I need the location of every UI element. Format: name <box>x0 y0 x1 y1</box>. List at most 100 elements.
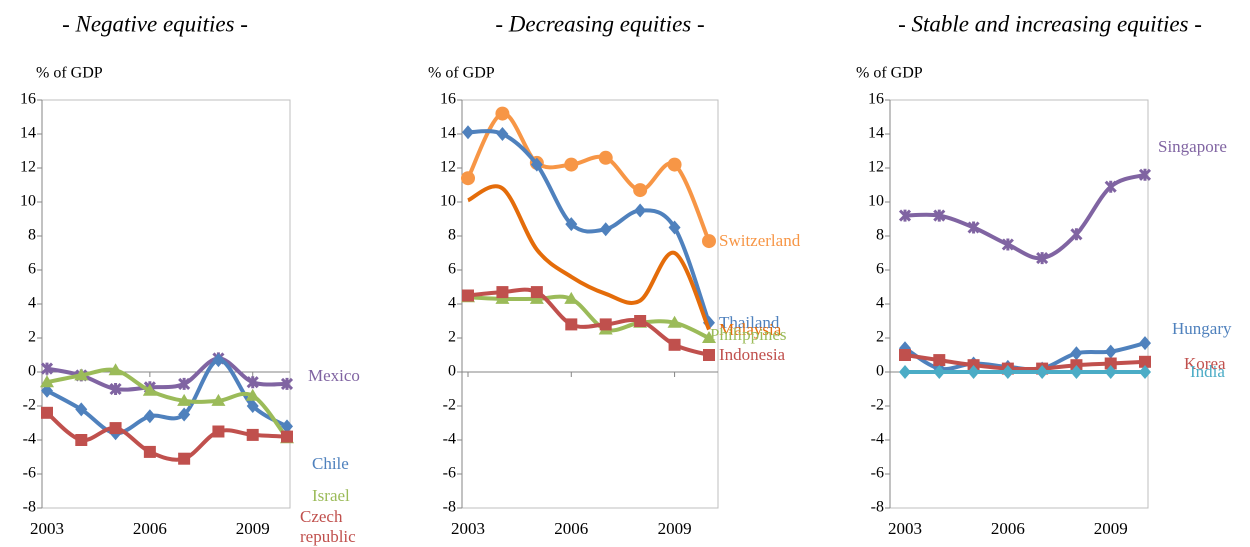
y-axis-label: % of GDP <box>36 65 103 82</box>
series-label: India <box>1190 362 1225 381</box>
y-tick-label: 6 <box>28 261 36 278</box>
marker <box>75 402 88 417</box>
y-tick-label: 0 <box>28 363 36 380</box>
marker <box>1036 365 1049 379</box>
marker <box>933 209 946 222</box>
y-tick-label: 14 <box>440 125 456 142</box>
marker <box>281 430 293 443</box>
marker <box>281 419 293 434</box>
y-tick-label: 8 <box>876 227 884 244</box>
series-label: Indonesia <box>719 345 786 364</box>
y-tick-label: -6 <box>23 465 36 482</box>
marker <box>462 289 474 302</box>
marker <box>142 383 157 396</box>
y-tick-label: 12 <box>440 159 456 176</box>
marker <box>1104 344 1117 359</box>
marker <box>564 291 579 304</box>
y-tick-label: 16 <box>440 91 456 108</box>
marker <box>178 377 191 390</box>
marker <box>1139 336 1151 351</box>
series-label: Chile <box>312 454 349 474</box>
marker <box>108 363 123 376</box>
marker <box>143 445 156 458</box>
marker <box>703 349 715 361</box>
panel-title: - Decreasing equities - <box>495 11 704 36</box>
series-label: Israel <box>312 486 350 506</box>
marker <box>495 106 510 121</box>
marker <box>634 315 647 327</box>
marker <box>74 368 89 381</box>
y-tick-label: -8 <box>443 499 456 516</box>
x-tick-label: 2009 <box>658 519 692 538</box>
marker <box>598 150 613 165</box>
y-tick-label: 4 <box>876 295 884 312</box>
marker <box>1139 355 1151 368</box>
y-tick-label: 2 <box>28 329 36 346</box>
series-line <box>467 184 711 331</box>
marker <box>41 406 53 419</box>
marker <box>1001 365 1014 379</box>
y-tick-label: -6 <box>871 465 884 482</box>
marker <box>1070 365 1083 379</box>
marker <box>177 393 192 406</box>
y-tick-label: -2 <box>23 397 36 414</box>
series-label: Thailand <box>719 312 780 332</box>
y-tick-label: -2 <box>871 397 884 414</box>
y-tick-label: 12 <box>868 159 884 176</box>
marker <box>245 388 260 401</box>
marker <box>246 399 259 413</box>
x-tick-label: 2006 <box>133 519 167 538</box>
marker <box>280 377 294 390</box>
marker <box>667 157 682 172</box>
y-tick-label: 2 <box>448 329 456 346</box>
x-tick-label: 2003 <box>451 519 485 538</box>
panel-title: - Stable and increasing equities - <box>898 11 1202 36</box>
y-tick-label: 14 <box>20 125 36 142</box>
marker <box>1104 365 1117 379</box>
marker <box>564 157 579 172</box>
x-tick-label: 2003 <box>30 519 64 538</box>
marker <box>530 286 543 299</box>
marker <box>178 452 191 465</box>
series-line <box>46 358 289 436</box>
marker <box>933 365 946 379</box>
series-label: Hungary <box>1172 319 1232 339</box>
marker <box>633 183 648 198</box>
y-tick-label: 0 <box>876 363 884 380</box>
marker <box>1070 346 1083 361</box>
y-tick-label: 16 <box>20 91 36 108</box>
marker <box>40 375 54 388</box>
y-tick-label: 10 <box>868 193 884 210</box>
marker <box>462 125 474 140</box>
marker <box>246 428 259 441</box>
marker <box>1138 168 1152 181</box>
marker <box>668 338 681 351</box>
marker <box>702 331 716 343</box>
marker <box>1070 228 1083 241</box>
marker <box>1104 180 1117 193</box>
y-tick-label: 8 <box>448 227 456 244</box>
marker <box>496 127 509 141</box>
y-tick-label: -4 <box>443 431 456 448</box>
marker <box>246 376 259 389</box>
x-tick-label: 2009 <box>236 519 270 538</box>
plot-frame <box>889 99 1149 509</box>
y-tick-label: 6 <box>448 261 456 278</box>
marker <box>109 382 122 396</box>
marker <box>899 365 911 379</box>
marker <box>565 318 578 331</box>
plot-frame <box>41 99 291 509</box>
marker <box>1001 238 1014 251</box>
marker <box>1036 252 1049 265</box>
series-label: Philippines <box>710 325 787 344</box>
marker <box>634 203 647 218</box>
y-tick-label: 10 <box>20 193 36 210</box>
marker <box>1139 365 1151 379</box>
marker <box>496 286 509 299</box>
marker <box>109 422 122 435</box>
y-tick-label: -8 <box>871 499 884 516</box>
marker <box>40 362 54 375</box>
marker <box>967 221 980 234</box>
x-tick-label: 2006 <box>554 519 588 538</box>
